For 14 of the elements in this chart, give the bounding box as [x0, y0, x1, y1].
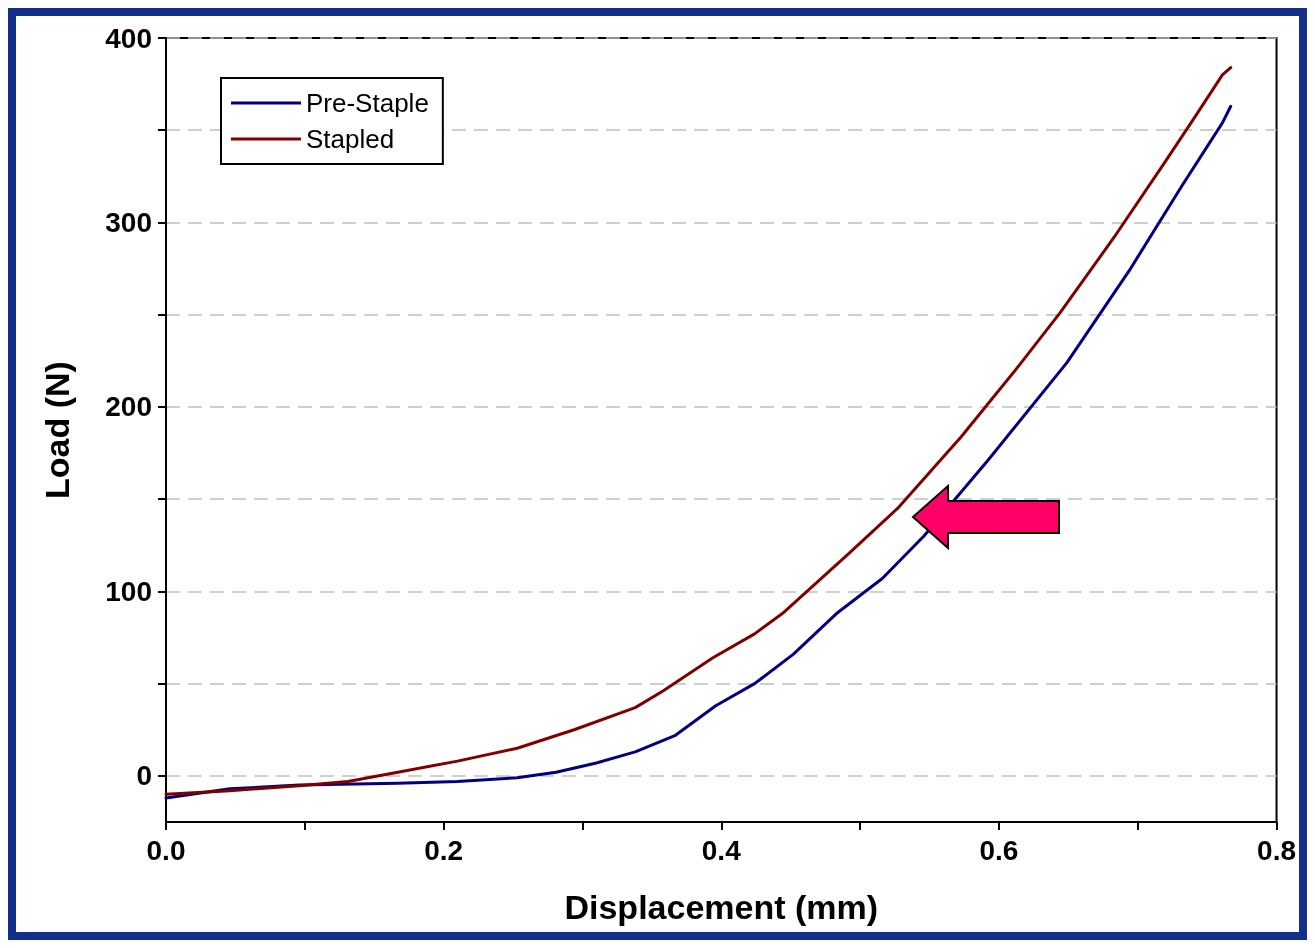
y-axis-title: Load (N)	[38, 361, 76, 499]
x-tick-label: 0.6	[979, 834, 1019, 866]
y-tick-label: 400	[105, 22, 152, 54]
legend-label: Pre-Staple	[306, 88, 429, 118]
x-tick-label: 0.2	[424, 834, 464, 866]
legend-label: Stapled	[306, 124, 395, 154]
y-tick-label: 100	[105, 575, 152, 607]
y-tick-label: 0	[136, 760, 152, 792]
x-tick-label: 0.4	[701, 834, 742, 866]
x-tick-label: 0.8	[1257, 834, 1297, 866]
x-tick-label: 0.0	[146, 834, 186, 866]
y-tick-label: 200	[105, 391, 152, 423]
x-axis-title: Displacement (mm)	[564, 888, 879, 926]
y-tick-label: 300	[105, 206, 152, 238]
